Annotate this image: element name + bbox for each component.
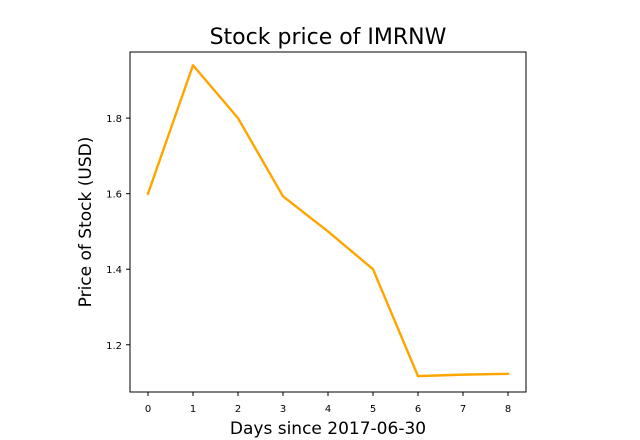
x-tick-label: 4: [325, 404, 331, 415]
plot-area: [129, 51, 527, 393]
x-tick-label: 6: [415, 404, 421, 415]
series-layer: [146, 64, 510, 378]
plot-frame: [129, 51, 527, 393]
x-tick-label: 1: [190, 404, 196, 415]
x-axis: 0 1 2 3 4 5 6 7 8: [145, 392, 511, 415]
y-tick-label: 1.6: [106, 190, 122, 201]
y-tick-label: 1.2: [106, 341, 122, 352]
x-tick-label: 7: [460, 404, 466, 415]
x-tick-label: 2: [235, 404, 241, 415]
y-tick-label: 1.4: [106, 265, 122, 276]
y-tick-label: 1.8: [106, 114, 122, 125]
x-tick-label: 3: [280, 404, 286, 415]
y-axis: 1.2 1.4 1.6 1.8: [106, 114, 130, 352]
x-axis-label: Days since 2017-06-30: [230, 419, 426, 439]
x-tick-label: 8: [505, 404, 511, 415]
x-tick-label: 0: [145, 404, 151, 415]
chart-title: Stock price of IMRNW: [210, 25, 447, 50]
price-line: [146, 64, 510, 378]
x-tick-label: 5: [370, 404, 376, 415]
y-axis-label: Price of Stock (USD): [76, 137, 96, 308]
